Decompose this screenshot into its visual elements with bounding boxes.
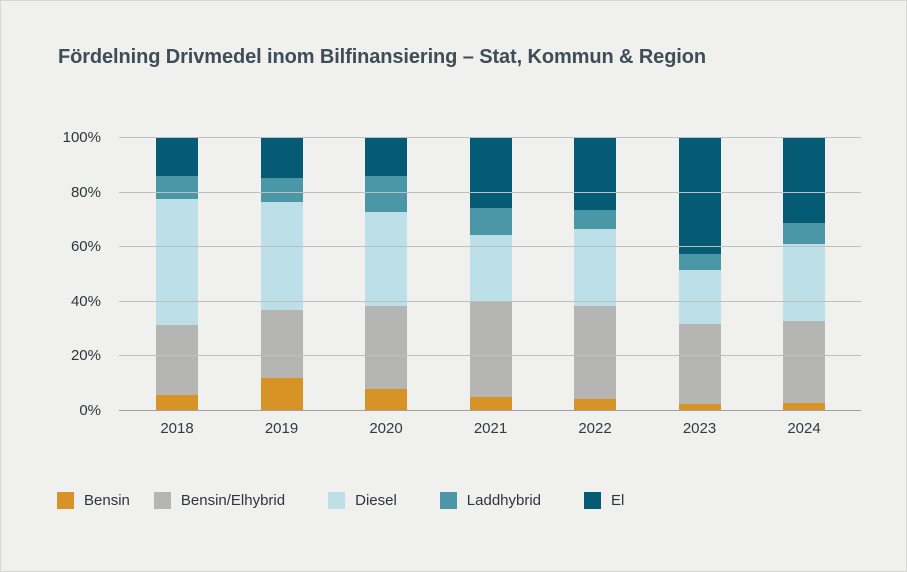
legend-label: Diesel [355, 492, 397, 509]
x-tick-label: 2024 [787, 420, 821, 437]
bar-segment-el [678, 138, 721, 255]
x-tick-label: 2021 [473, 420, 508, 437]
legend-label: El [611, 492, 625, 509]
legend-swatch [328, 492, 346, 509]
bar-segment-bensin-elhybrid [678, 323, 721, 405]
y-tick-label: 100% [62, 129, 101, 146]
bar-segment-laddhybrid [260, 177, 303, 203]
bar-segment-bensin [260, 378, 303, 411]
bar-segment-laddhybrid [783, 222, 825, 245]
legend-label: Laddhybrid [466, 492, 542, 509]
bar-segment-bensin [678, 404, 721, 411]
x-tick-label: 2018 [160, 420, 194, 437]
legend-label: Bensin/Elhybrid [180, 492, 286, 509]
chart-title: Fördelning Drivmedel inom Bilfinansierin… [58, 46, 707, 68]
bar-segment-el [574, 138, 616, 211]
bar-segment-bensin-elhybrid [156, 325, 198, 395]
bar-segment-el [469, 138, 512, 208]
legend-swatch [57, 492, 74, 509]
bar-segment-diesel [156, 199, 198, 326]
bar-column-2022 [574, 138, 616, 411]
legend-item-el: El [584, 492, 624, 509]
bar-column-2023 [678, 138, 721, 411]
gridline-20 [119, 355, 861, 357]
bar-column-2021 [469, 138, 512, 411]
bar-segment-el [156, 138, 198, 177]
gridline-80 [119, 191, 861, 193]
bar-segment-bensin [365, 389, 407, 411]
bar-column-2019 [260, 138, 303, 411]
legend-item-bensin: Bensin [57, 492, 130, 509]
legend-label: Bensin [84, 492, 130, 509]
y-tick-label: 40% [70, 292, 101, 310]
plot-area [119, 137, 861, 411]
x-tick-label: 2022 [578, 420, 612, 437]
x-tick-label: 2019 [264, 420, 299, 437]
bar-segment-diesel [678, 270, 721, 324]
legend-item-bensin-elhybrid: Bensin/Elhybrid [153, 492, 286, 509]
y-tick-label: 20% [70, 347, 101, 365]
bar-segment-bensin-elhybrid [365, 305, 407, 390]
bar-column-2024 [783, 138, 825, 411]
bar-column-2018 [156, 138, 198, 411]
bar-segment-laddhybrid [156, 176, 198, 200]
bar-segment-el [783, 138, 825, 223]
bar-segment-bensin [469, 397, 512, 411]
legend-item-diesel: Diesel [328, 492, 397, 509]
gridline-40 [119, 300, 861, 302]
bar-segment-bensin [156, 394, 198, 411]
bar-column-2020 [365, 138, 407, 411]
bar-segment-bensin-elhybrid [574, 305, 616, 399]
y-tick-label: 80% [70, 183, 101, 201]
bar-segment-diesel [783, 244, 825, 321]
bar-segment-laddhybrid [365, 176, 407, 212]
bar-segment-bensin-elhybrid [783, 320, 825, 403]
bar-segment-diesel [574, 229, 616, 306]
bar-segment-el [365, 138, 407, 177]
x-axis: 2018 2019 2020 2021 2022 2023 2024 [119, 420, 861, 440]
bar-segment-el [260, 138, 303, 178]
bar-segment-bensin-elhybrid [469, 301, 512, 398]
bar-segment-bensin [783, 402, 825, 411]
bar-segment-bensin [574, 398, 616, 411]
legend-swatch [153, 492, 171, 509]
bars-container [119, 138, 861, 411]
bar-segment-diesel [365, 211, 407, 306]
bar-segment-bensin-elhybrid [260, 310, 303, 379]
y-axis: 0% 20% 40% 60% 80% 100% [39, 129, 101, 419]
bar-segment-diesel [469, 234, 512, 302]
gridline-0 [119, 410, 861, 411]
y-tick-label: 0% [79, 402, 101, 419]
gridline-100 [119, 137, 861, 138]
legend: Bensin Bensin/Elhybrid Diesel Laddhybrid El [57, 492, 667, 509]
y-tick-label: 60% [70, 238, 101, 256]
bar-segment-laddhybrid [678, 254, 721, 271]
x-tick-label: 2020 [369, 420, 403, 437]
legend-item-laddhybrid: Laddhybrid [439, 492, 542, 509]
x-tick-label: 2023 [682, 420, 717, 437]
gridline-60 [119, 246, 861, 248]
legend-swatch [439, 492, 457, 509]
legend-swatch [584, 492, 602, 509]
bar-segment-diesel [260, 202, 303, 310]
bar-segment-laddhybrid [574, 210, 616, 230]
bar-segment-laddhybrid [469, 207, 512, 235]
